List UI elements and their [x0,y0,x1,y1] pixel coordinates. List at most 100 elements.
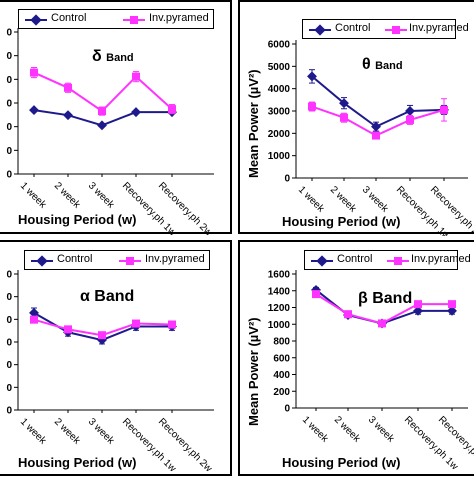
series-line-inv-pyramed [315,293,452,325]
y-tick-label: 0 [284,174,290,185]
y-tick-label: 1600 [268,270,291,281]
x-tick-label: 2 week [52,416,83,447]
chart-panel-theta: Control Inv.pyramed θ Band Mean Power (µ… [238,0,474,237]
legend: Control Inv.pyramed [18,9,214,29]
y-tick-label: 0 [6,338,12,349]
band-symbol: θ [362,56,371,73]
legend-inv-marker [392,26,400,34]
point-inv-pyramed [30,68,38,77]
y-tick-label: 0 [6,406,12,417]
band-suffix: Band [106,52,134,64]
y-tick-label: 0 [284,404,290,415]
band-label: β Band [358,290,412,308]
y-tick-label: 2000 [268,129,291,140]
band-symbol: α [80,288,90,305]
legend-swatches [31,255,141,267]
legend-label-control: Control [51,12,87,24]
y-tick-label: 0 [6,292,12,303]
y-tick-label: 200 [273,387,290,398]
legend-swatches [309,24,407,36]
legend-inv-marker [126,257,134,265]
legend-label-control: Control [57,253,93,265]
band-suffix: Band [372,290,413,307]
point-control [29,105,39,116]
point-inv-pyramed [378,319,386,328]
y-tick-label: 3000 [268,107,291,118]
chart-panel-delta: Control Inv.pyramed δ Band Housing Perio… [0,0,232,237]
legend-label-inv: Inv.pyramed [149,12,209,24]
point-inv-pyramed [98,331,106,340]
chart-panel-alpha: Control Inv.pyramed α Band Housing Perio… [0,240,232,476]
legend-inv-marker [394,257,402,265]
point-control [405,106,415,116]
x-tick-label: 2 week [52,180,83,211]
band-symbol: β [358,290,368,307]
legend-swatches [311,255,409,267]
y-tick-label: 1000 [268,320,291,331]
point-inv-pyramed [308,102,316,111]
y-tick-label: 600 [273,353,290,364]
y-tick-label: 4000 [268,84,291,95]
x-tick-label: 2 week [332,414,363,445]
chart-plot: 0 1000 2000 3000 4000 5000 6000 1 week 2 week 3 w… [268,40,474,237]
point-control [131,107,141,118]
point-inv-pyramed [98,107,106,116]
band-suffix: Band [94,288,135,305]
y-tick-label: 0 [6,315,12,326]
point-inv-pyramed [406,115,414,124]
legend-label-inv: Inv.pyramed [411,253,471,265]
legend: Control Inv.pyramed [304,250,471,270]
chart-plot: 0 200 400 600 800 1000 1200 1400 1600 1 week 2 wee… [268,270,474,473]
legend-swatches [25,14,145,26]
y-tick-label: 0 [6,75,12,86]
point-inv-pyramed [344,310,352,319]
legend-inv-marker [130,16,138,24]
legend: Control Inv.pyramed [24,250,210,270]
legend: Control Inv.pyramed [302,19,469,39]
y-tick-label: 0 [6,99,12,110]
x-axis-title: Housing Period (w) [282,455,401,470]
legend-label-control: Control [337,253,373,265]
y-tick-label: 0 [6,28,12,39]
x-axis-title: Housing Period (w) [282,214,401,229]
legend-label-inv: Inv.pyramed [409,22,469,34]
x-tick-label: 1 week [18,416,49,447]
x-tick-label: 3 week [360,184,391,215]
chart-panel-beta: Control Inv.pyramed β Band Mean Power (µ… [238,240,474,476]
legend-control-marker [30,14,42,26]
point-inv-pyramed [168,320,176,329]
y-tick-label: 0 [6,170,12,181]
band-label: α Band [80,288,134,306]
point-control [63,110,73,121]
point-inv-pyramed [132,72,140,81]
x-axis-title: Housing Period (w) [18,455,137,470]
x-tick-label: 3 week [86,180,117,211]
band-symbol: δ [92,48,102,65]
y-tick-label: 0 [6,360,12,371]
legend-label-inv: Inv.pyramed [145,253,205,265]
x-axis-title: Housing Period (w) [18,212,137,227]
point-inv-pyramed [168,105,176,114]
point-inv-pyramed [64,325,72,334]
x-tick-label: 2 week [328,184,359,215]
point-inv-pyramed [30,315,38,324]
y-tick-label: 800 [273,337,290,348]
y-tick-label: 6000 [268,40,291,51]
y-tick-label: 1200 [268,303,291,314]
point-inv-pyramed [440,105,448,114]
point-inv-pyramed [132,319,140,328]
x-tick-label: 3 week [366,414,397,445]
band-label: θ Band [362,56,403,74]
y-tick-label: 5000 [268,62,291,73]
x-tick-label: 1 week [300,414,331,445]
point-control [97,120,107,131]
series-line-inv-pyramed [33,71,173,113]
band-label: δ Band [92,48,134,66]
point-inv-pyramed [448,300,456,309]
x-tick-label: 1 week [296,184,327,215]
x-tick-label: 1 week [18,180,49,211]
y-tick-label: 400 [273,370,290,381]
y-tick-label: 0 [6,51,12,62]
y-tick-label: 0 [6,270,12,281]
